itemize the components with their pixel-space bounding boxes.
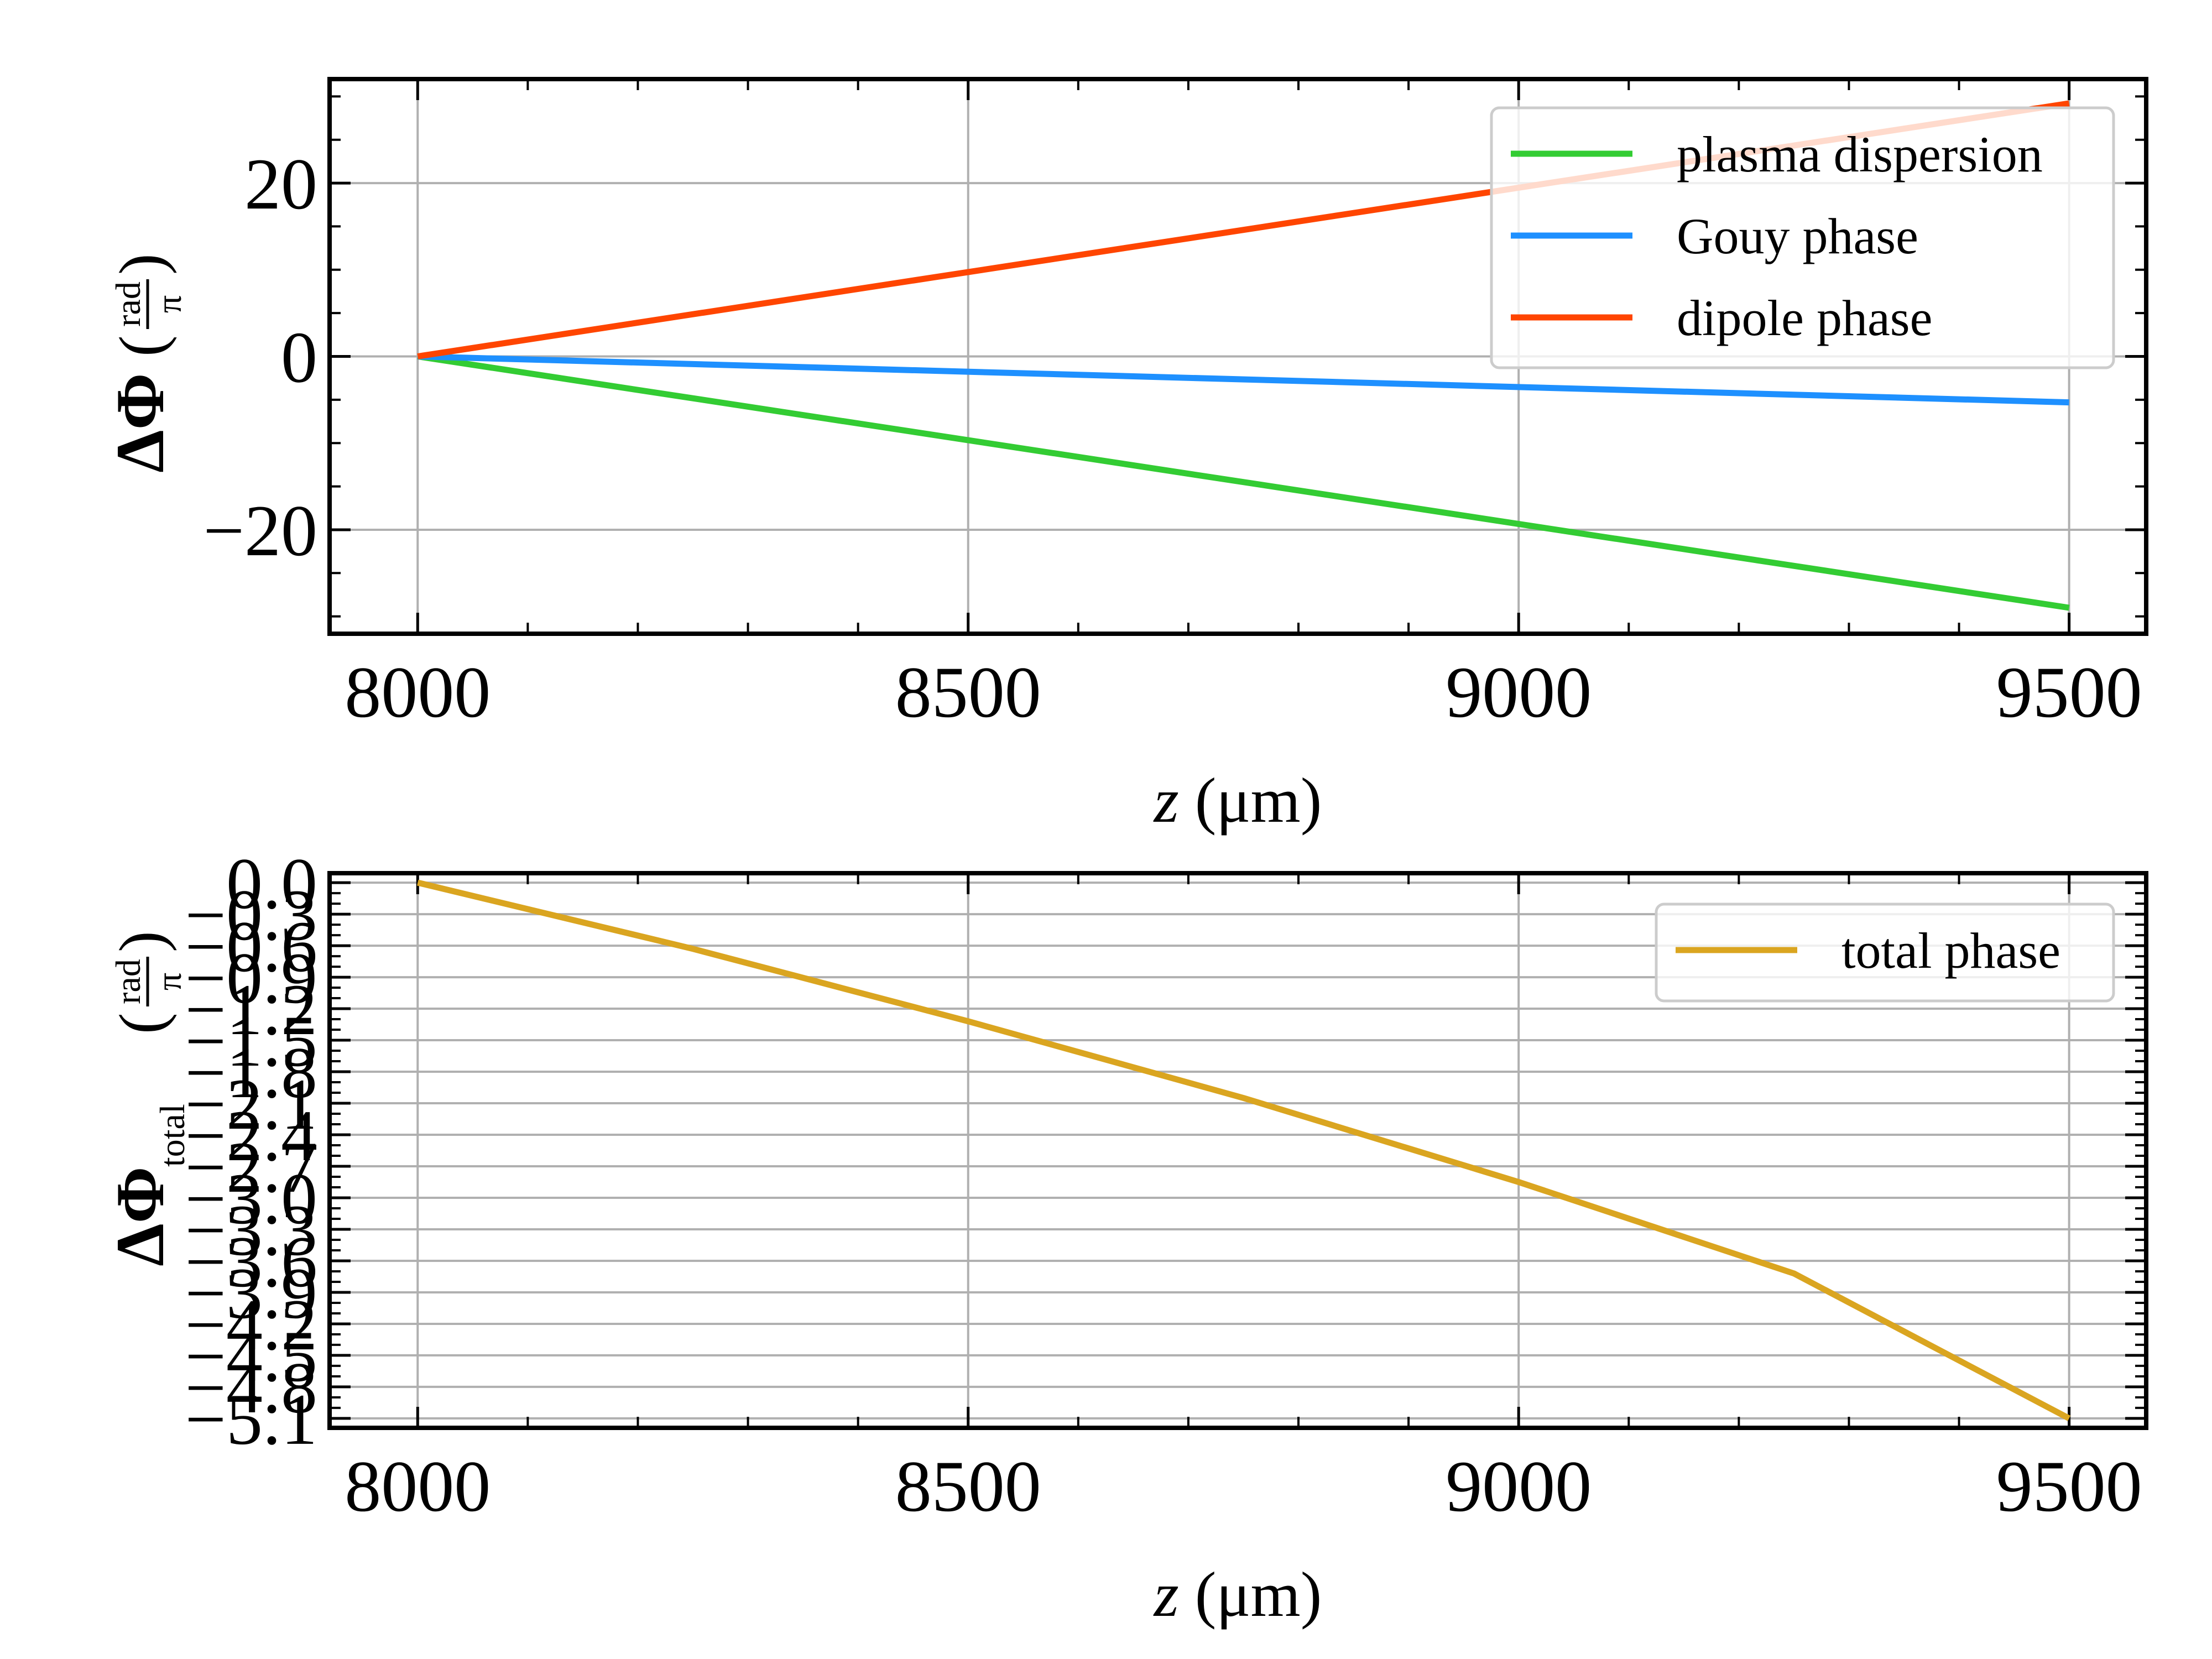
frac-paren-close: )	[107, 253, 178, 275]
series-line-total-phase	[417, 879, 2071, 1421]
axes-frame	[327, 871, 2148, 1430]
frac-paren-open: (	[107, 1013, 178, 1034]
y-tick-label: −5.1	[185, 1379, 317, 1460]
x-tick-label: 8500	[895, 651, 1041, 733]
y-tick-label: −3.0	[185, 1158, 317, 1239]
x-axis-unit: (μm)	[1179, 765, 1322, 836]
legend-label: total phase	[1841, 922, 2060, 979]
frac-denominator: π	[149, 295, 189, 313]
y-tick-label: −1.5	[185, 1000, 317, 1082]
x-axis-var: z	[1153, 765, 1179, 836]
legend-label: Gouy phase	[1677, 208, 1918, 264]
y-tick-label: −0.9	[185, 937, 317, 1019]
y-tick-label: −2.4	[185, 1095, 317, 1176]
x-tick-label: 9500	[1996, 651, 2142, 733]
frac-numerator: rad	[108, 959, 148, 1004]
y-tick-label: −0.3	[185, 874, 317, 956]
legend-label: dipole phase	[1677, 290, 1932, 346]
y-tick-label: −4.8	[185, 1347, 317, 1428]
series-line-Gouy-phase	[418, 353, 2069, 406]
frac-paren-close: )	[107, 931, 178, 952]
y-tick-label: −2.7	[185, 1126, 317, 1208]
y-axis-label: ΔΦ ( rad π)	[102, 253, 189, 473]
y-axis-subscript: total	[153, 1104, 192, 1167]
y-tick-label: −3.3	[185, 1190, 317, 1271]
x-axis-var: z	[1153, 1559, 1179, 1630]
y-tick-label: −1.2	[185, 969, 317, 1050]
axes-frame	[327, 77, 2148, 636]
frac-denominator: π	[149, 973, 189, 990]
x-tick-label: 8500	[895, 1446, 1041, 1527]
legend-box	[1490, 106, 2115, 369]
x-tick-label: 8000	[345, 1446, 491, 1527]
y-tick-label: 0.0	[226, 843, 317, 924]
bottom-panel: 8000 8500 9000 95000.0−0.3−0.6−0.9−1.2−1.5−…	[102, 843, 2148, 1630]
y-tick-label: −3.6	[185, 1221, 317, 1302]
y-tick-label: −20	[204, 490, 317, 571]
y-tick-label: 20	[244, 143, 317, 225]
y-tick-label: −3.9	[185, 1253, 317, 1334]
y-tick-label: −4.2	[185, 1284, 317, 1365]
y-tick-label: 0	[281, 317, 317, 398]
series-line-plasma-dispersion	[417, 353, 2070, 611]
x-axis-label: z (μm)	[1153, 765, 1322, 836]
y-tick-label: −2.1	[185, 1063, 317, 1145]
x-tick-label: 9000	[1446, 1446, 1592, 1527]
frac-paren-open: (	[107, 335, 178, 357]
legend-box	[1655, 902, 2115, 1003]
y-tick-label: −4.5	[185, 1316, 317, 1397]
legend-label: plasma dispersion	[1677, 126, 2043, 182]
frac-numerator: rad	[108, 281, 148, 327]
x-tick-label: 9000	[1446, 651, 1592, 733]
x-tick-label: 8000	[345, 651, 491, 733]
y-axis-var: ΔΦ	[102, 1166, 178, 1266]
x-tick-label: 9500	[1996, 1446, 2142, 1527]
y-tick-label: −0.6	[185, 906, 317, 987]
y-axis-var: ΔΦ	[102, 373, 178, 473]
x-axis-label: z (μm)	[1153, 1559, 1322, 1630]
y-tick-label: −1.8	[185, 1032, 317, 1113]
x-axis-unit: (μm)	[1179, 1559, 1322, 1630]
top-panel: 8000 8500 9000 9500 −20 0 20 plasma dispersion G…	[102, 77, 2148, 836]
